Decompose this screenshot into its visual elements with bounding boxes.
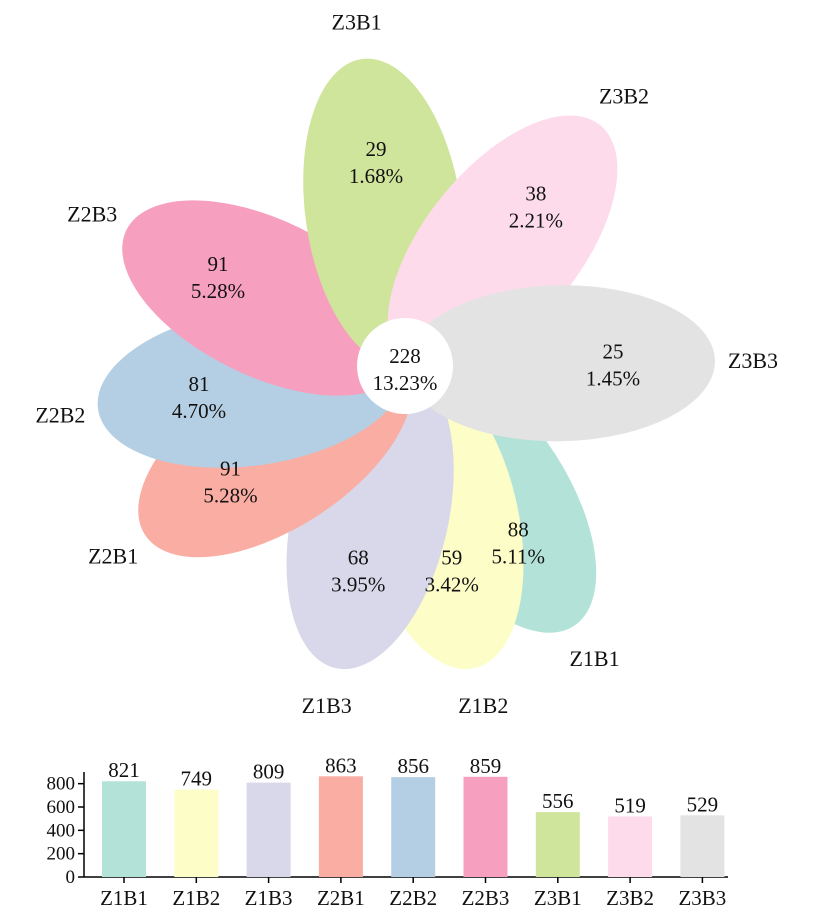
petal-z3b3: [404, 285, 715, 442]
y-tick-label: 400: [47, 820, 76, 841]
x-tick-label: Z1B2: [172, 886, 220, 910]
x-tick-label: Z1B1: [100, 886, 148, 910]
y-tick-label: 0: [66, 867, 76, 888]
sample-name-z2b3: Z2B3: [67, 201, 117, 226]
petal-z2b3: [122, 200, 410, 396]
petal-percent-z3b2: 2.21%: [509, 208, 563, 232]
y-tick-label: 600: [47, 797, 76, 818]
petal-percent-z3b1: 1.68%: [349, 164, 403, 188]
bar-value-label: 749: [181, 767, 213, 791]
bar-z2b3: [463, 776, 508, 877]
petal-percent-z2b3: 5.28%: [191, 279, 245, 303]
x-tick-label: Z1B3: [245, 886, 293, 910]
petal-labels: 88 5.11% Z1B1 59 3.42% Z1B2 68 3.95% Z1B3 91 5.28%…: [35, 9, 778, 718]
bar-value-label: 556: [542, 789, 574, 813]
bar-value-label: 863: [325, 753, 357, 777]
x-tick-label: Z2B3: [462, 886, 510, 910]
petal-count-z3b3: 25: [602, 339, 623, 363]
sample-name-z1b2: Z1B2: [458, 693, 508, 718]
y-tick-label: 200: [47, 844, 76, 865]
sample-name-z2b1: Z2B1: [88, 544, 138, 569]
bar-z2b2: [391, 777, 436, 877]
petal-percent-z2b1: 5.28%: [203, 483, 257, 507]
bar-z3b1: [535, 812, 580, 877]
bar-z2b1: [318, 776, 363, 877]
sample-name-z1b3: Z1B3: [302, 693, 352, 718]
petal-count-z1b1: 88: [508, 517, 529, 541]
sample-name-z1b1: Z1B1: [569, 646, 619, 671]
bar-value-label: 529: [687, 792, 719, 816]
bar-value-label: 519: [614, 793, 646, 817]
x-tick-label: Z2B1: [317, 886, 365, 910]
bar-z1b1: [102, 781, 146, 877]
bar-value-label: 856: [397, 754, 429, 778]
flower-center: [357, 318, 453, 414]
x-tick-label: Z3B3: [678, 886, 726, 910]
petal-percent-z2b2: 4.70%: [172, 399, 226, 423]
y-tick-label: 800: [47, 774, 76, 795]
sample-name-z3b2: Z3B2: [599, 84, 649, 109]
petal-percent-z1b1: 5.11%: [492, 544, 545, 568]
petal-count-z2b3: 91: [208, 252, 229, 276]
bar-z3b2: [608, 816, 653, 877]
sample-name-z2b2: Z2B2: [35, 402, 85, 427]
bar-z1b2: [174, 789, 219, 877]
petal-percent-z1b3: 3.95%: [331, 573, 385, 597]
petal-count-z1b3: 68: [348, 546, 369, 570]
bar-value-label: 821: [108, 758, 140, 782]
sample-name-z3b1: Z3B1: [332, 9, 382, 34]
flower-petals: [97, 58, 715, 670]
petal-count-z3b1: 29: [366, 137, 387, 161]
center-percent: 13.23%: [373, 371, 438, 395]
x-tick-label: Z3B1: [534, 886, 582, 910]
petal-z3b2: [387, 115, 618, 376]
bar-z3b3: [680, 815, 725, 877]
bar-value-label: 859: [470, 754, 502, 778]
petal-count-z3b2: 38: [525, 181, 546, 205]
bar-value-label: 809: [253, 760, 285, 784]
petal-percent-z3b3: 1.45%: [586, 366, 640, 390]
sample-name-z3b3: Z3B3: [728, 348, 778, 373]
petal-count-z1b2: 59: [441, 546, 462, 570]
petal-percent-z1b2: 3.42%: [425, 573, 479, 597]
petal-count-z2b1: 91: [220, 456, 241, 480]
x-tick-label: Z3B2: [606, 886, 654, 910]
center-count: 228: [389, 344, 421, 368]
x-tick-label: Z2B2: [389, 886, 437, 910]
bar-z1b3: [246, 782, 291, 877]
petal-count-z2b2: 81: [189, 372, 210, 396]
